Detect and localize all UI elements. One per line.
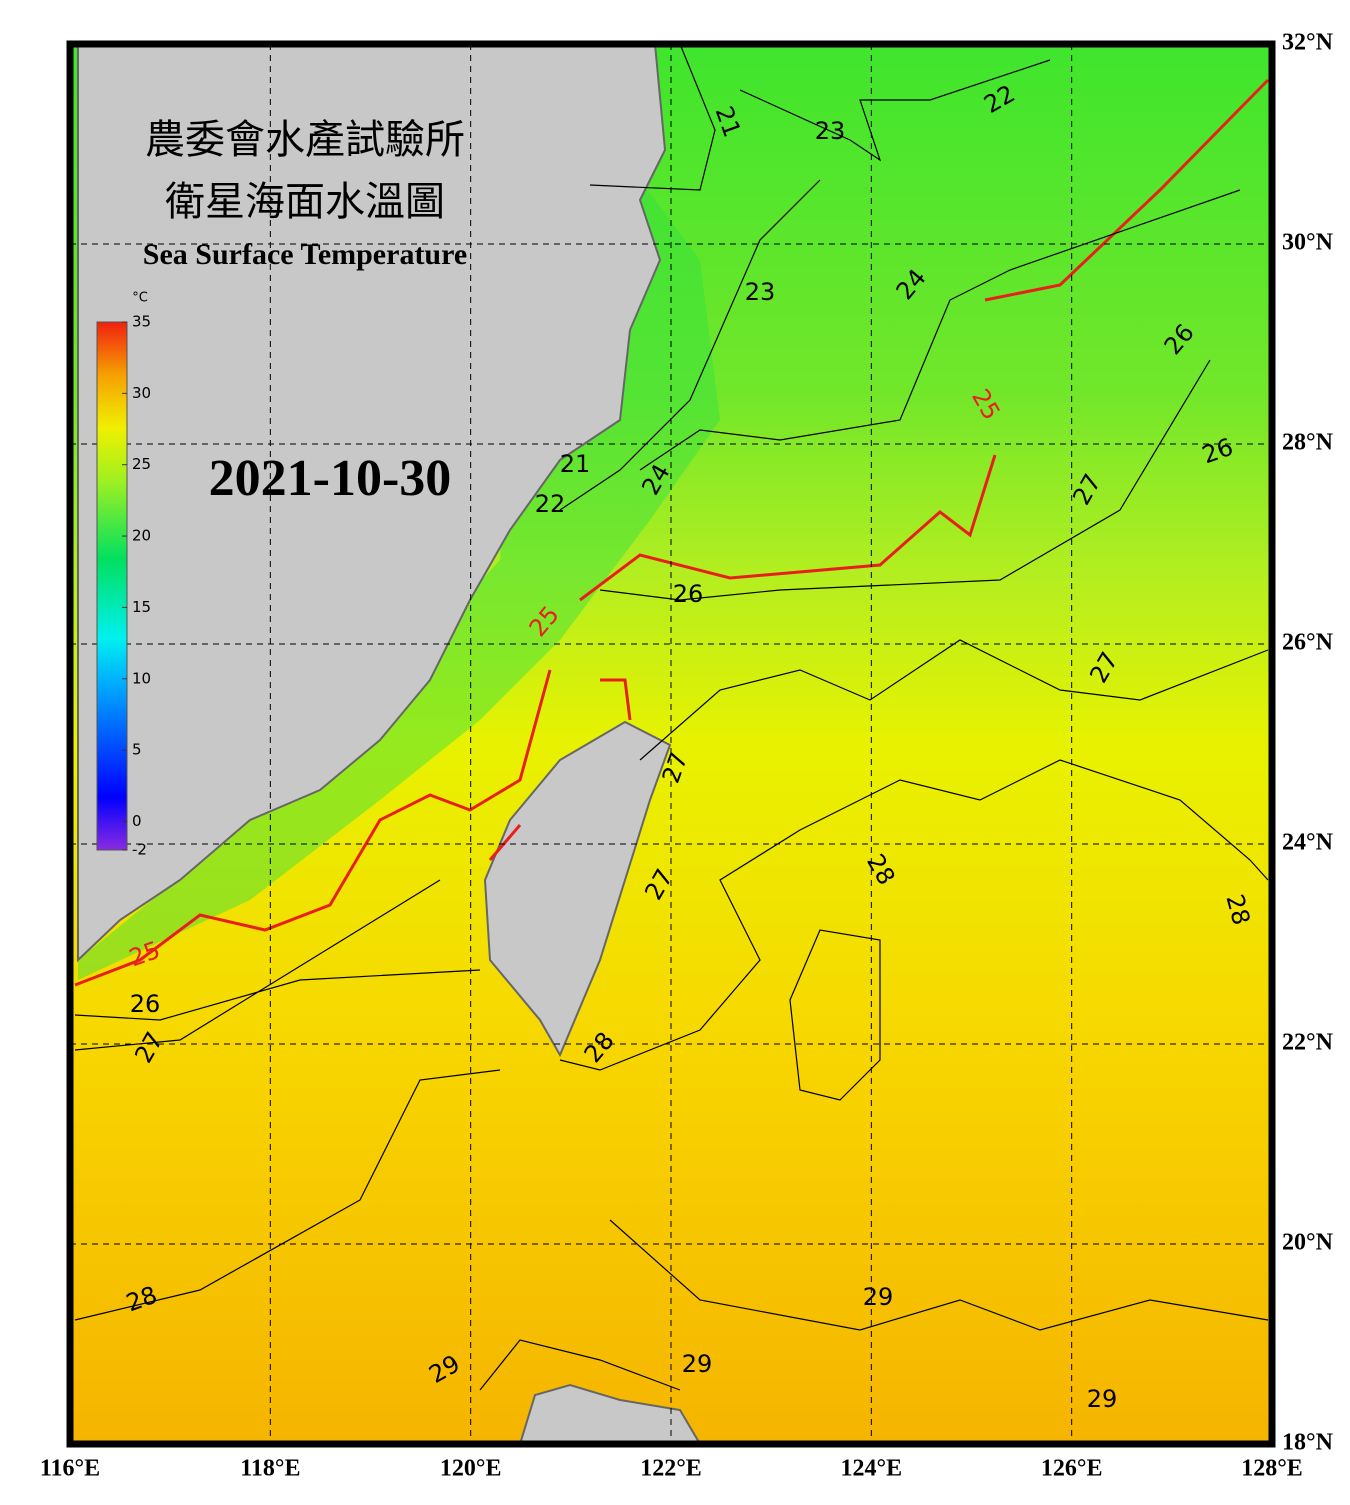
lat-label: 28°N [1282, 430, 1334, 456]
contours [74, 44, 1269, 1391]
title-en: Sea Surface Temperature [143, 238, 467, 271]
map-frame [66, 40, 1276, 1448]
colorbar-unit: °C [132, 291, 148, 306]
colorbar-tick-label: 5 [132, 741, 142, 759]
colorbar-tick-label: 20 [132, 527, 151, 545]
contour-label: 21 [560, 450, 591, 478]
lat-label: 32°N [1282, 30, 1334, 56]
title-zh-1: 農委會水產試驗所 [145, 117, 465, 163]
date: 2021-10-30 [209, 450, 452, 507]
colorbar-tick-label: 25 [132, 455, 151, 473]
contour-label: 26 [130, 990, 161, 1018]
lon-label: 124°E [841, 1456, 903, 1482]
lon-label: 128°E [1241, 1456, 1303, 1482]
lat-label: 20°N [1282, 1230, 1334, 1256]
colorbar-tick-label: 30 [132, 384, 151, 402]
colorbar-tick-label: 10 [132, 669, 151, 687]
lat-label: 26°N [1282, 630, 1334, 656]
lon-label: 120°E [440, 1456, 502, 1482]
mainland [77, 44, 667, 963]
lat-label: 18°N [1282, 1430, 1334, 1456]
colorbar-tick-label: -2 [132, 841, 147, 859]
contour-25 [74, 78, 1270, 987]
colorbar-tick-label: 15 [132, 598, 151, 616]
luzon [518, 1383, 702, 1444]
colorbar [96, 321, 128, 851]
lat-label: 30°N [1282, 230, 1334, 256]
lon-label: 122°E [640, 1456, 702, 1482]
lon-label: 126°E [1041, 1456, 1103, 1482]
contour-label: 29 [1087, 1385, 1118, 1413]
contour-label: 22 [535, 490, 566, 518]
contour-label: 23 [745, 278, 776, 306]
contour-label: 26 [673, 580, 704, 608]
colorbar-tick-label: 35 [132, 313, 151, 331]
contour-label: 29 [682, 1350, 713, 1378]
contour-label: 29 [863, 1283, 894, 1311]
lon-label: 116°E [40, 1456, 100, 1482]
taiwan [483, 720, 672, 1058]
lon-label: 118°E [240, 1456, 300, 1482]
lat-label: 24°N [1282, 830, 1334, 856]
contour-label: 23 [815, 117, 846, 145]
lat-label: 22°N [1282, 1030, 1334, 1056]
colorbar-tick-label: 0 [132, 812, 142, 830]
title-zh-2: 衛星海面水溫圖 [165, 179, 445, 225]
